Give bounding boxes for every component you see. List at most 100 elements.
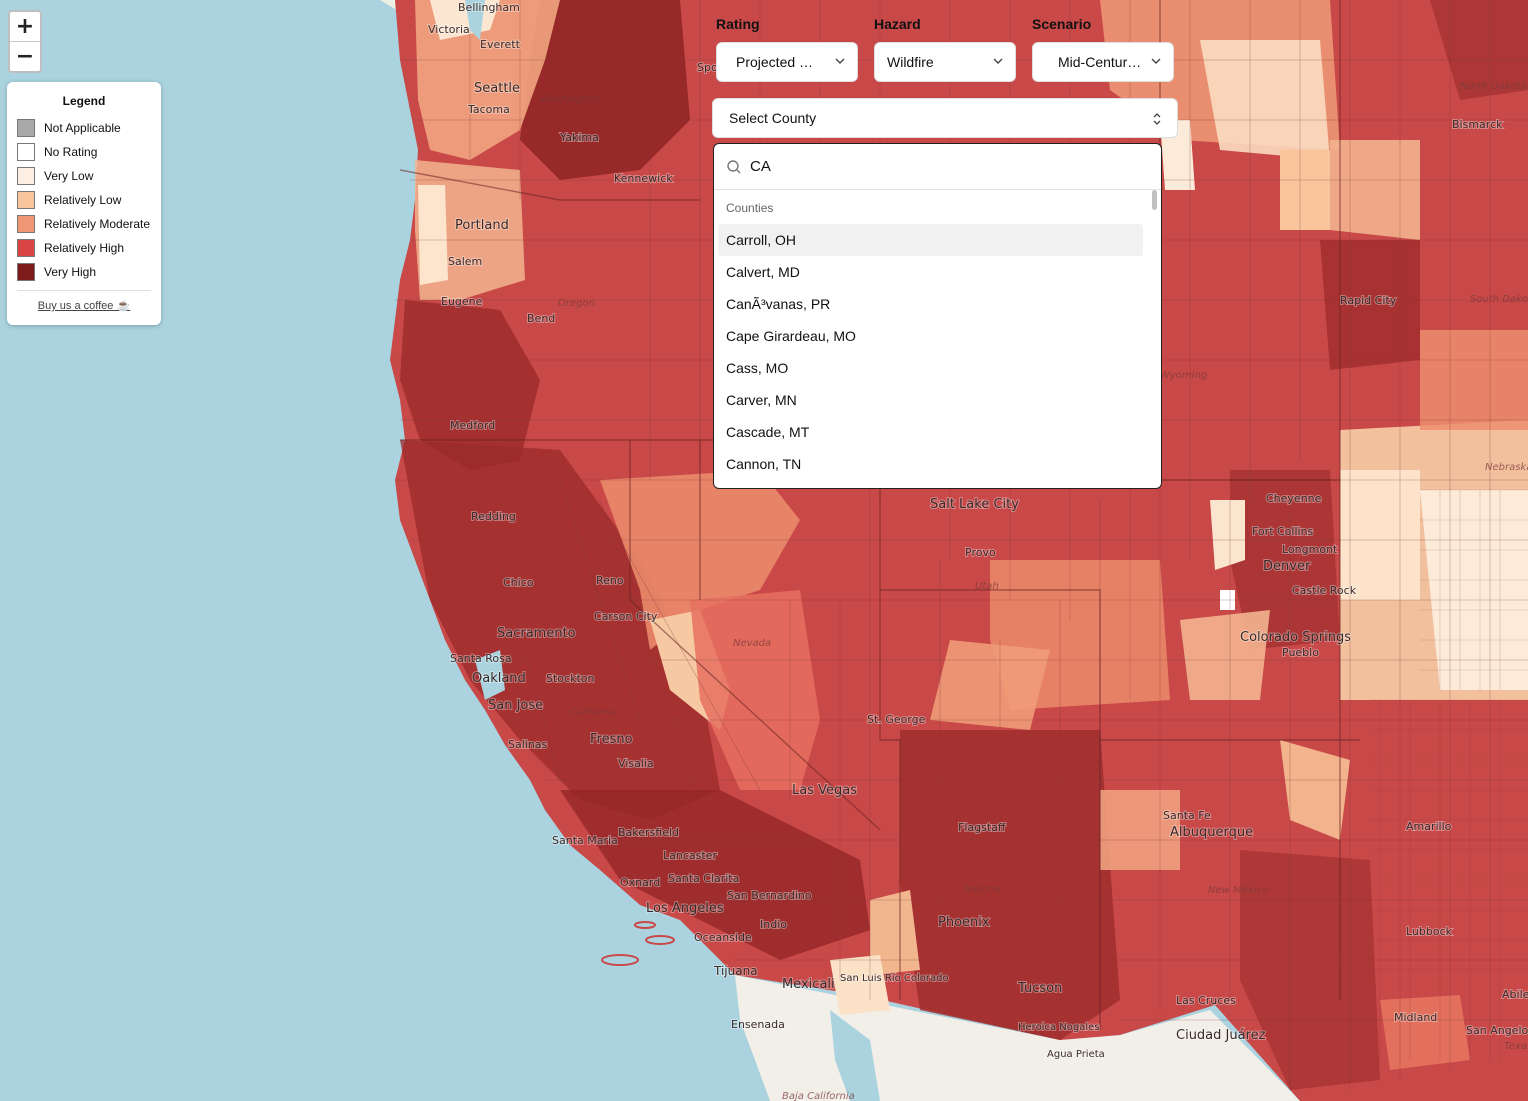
- city-label: Rapid City: [1340, 294, 1397, 307]
- city-label: Stockton: [546, 672, 594, 685]
- legend-item: Relatively High: [17, 236, 151, 260]
- scenario-select[interactable]: Mid-Century (2050): [1032, 42, 1174, 82]
- region-label: Washington: [540, 94, 599, 105]
- gulf-of-california: [830, 1010, 880, 1101]
- scenario-select-value: Mid-Century (2050): [1058, 54, 1143, 70]
- county-search-row: [714, 144, 1161, 190]
- city-label: Indio: [760, 918, 787, 931]
- city-label: Santa Fe: [1163, 809, 1211, 822]
- legend-swatch: [17, 239, 35, 257]
- city-label: Longmont: [1282, 543, 1338, 556]
- county-search-input[interactable]: [750, 154, 1140, 178]
- city-label: San Luis Río Colorado: [840, 972, 949, 984]
- county-option[interactable]: Cannon, TN: [726, 456, 802, 472]
- city-label: Salinas: [508, 738, 548, 751]
- city-label: Flagstaff: [958, 821, 1006, 834]
- dropdown-scrollbar[interactable]: [1149, 190, 1159, 488]
- county-option[interactable]: Carroll, OH: [718, 224, 1143, 256]
- hazard-select[interactable]: Wildfire: [874, 42, 1016, 82]
- legend-item: Very High: [17, 260, 151, 284]
- city-label: Midland: [1394, 1011, 1437, 1024]
- region-label: Nebraska: [1485, 462, 1528, 473]
- scenario-label: Scenario: [1032, 16, 1092, 32]
- city-label: Yakima: [559, 131, 599, 144]
- city-label: Salem: [448, 255, 482, 268]
- city-label: Las Vegas: [792, 783, 857, 798]
- county-option[interactable]: Calvert, MD: [726, 264, 800, 280]
- city-label: Denver: [1263, 559, 1311, 574]
- region-labels: Washington Oregon Nevada California Utah…: [540, 81, 1528, 1101]
- city-label: Phoenix: [938, 915, 990, 930]
- city-label: San Bernardino: [727, 889, 812, 902]
- legend-label: No Rating: [44, 145, 98, 159]
- zoom-control: + −: [8, 10, 42, 73]
- city-label: Pueblo: [1282, 646, 1319, 659]
- city-label: Chico: [503, 576, 534, 589]
- county-option[interactable]: Cape Girardeau, MO: [726, 328, 856, 344]
- city-label: Sacramento: [497, 626, 576, 641]
- city-labels: Victoria Bellingham Everett Seattle Taco…: [427, 0, 1528, 1061]
- region-label: New Mexico: [1208, 885, 1268, 896]
- city-label: Bend: [527, 312, 555, 325]
- legend-label: Relatively Low: [44, 193, 122, 207]
- region-label: Oregon: [558, 298, 595, 309]
- region-label: Arizona: [962, 884, 1001, 895]
- city-label: Kennewick: [614, 172, 673, 185]
- city-label: San Jose: [488, 698, 543, 713]
- zoom-in-button[interactable]: +: [15, 14, 35, 39]
- city-label: Fresno: [590, 732, 633, 747]
- city-label: Santa Clarita: [668, 872, 739, 885]
- counties-group-label: Counties: [726, 201, 774, 215]
- county-option[interactable]: Cass, MO: [726, 360, 789, 376]
- legend-panel: Legend Not Applicable No Rating Very Low…: [7, 82, 161, 325]
- city-label: Bismarck: [1452, 118, 1503, 131]
- city-label: Castle Rock: [1292, 584, 1357, 597]
- city-label: Victoria: [428, 23, 470, 36]
- county-dropdown: Counties Carroll, OH Calvert, MD CanÃ³va…: [713, 143, 1162, 489]
- county-option[interactable]: Carson, ID: [718, 480, 1143, 488]
- city-label: Bellingham: [458, 1, 520, 14]
- city-label: Carson City: [594, 610, 658, 623]
- legend-label: Relatively High: [44, 241, 125, 255]
- city-label: Las Cruces: [1176, 994, 1236, 1007]
- region-label: Wyoming: [1160, 370, 1207, 381]
- chevron-down-icon: [835, 58, 845, 64]
- county-select[interactable]: Select County: [712, 98, 1178, 138]
- legend-item: Very Low: [17, 164, 151, 188]
- search-icon: [727, 160, 741, 174]
- city-label: Tucson: [1017, 981, 1062, 996]
- region-label: California: [570, 707, 618, 718]
- city-label: Ensenada: [731, 1018, 785, 1031]
- city-label: Portland: [455, 218, 509, 233]
- rating-label: Rating: [716, 16, 760, 32]
- city-label: Santa Maria: [552, 834, 618, 847]
- rating-select-value: Projected Risk Index: [736, 54, 823, 70]
- rating-select[interactable]: Projected Risk Index: [716, 42, 858, 82]
- hazard-label: Hazard: [874, 16, 921, 32]
- city-label: Seattle: [474, 81, 520, 96]
- city-label: Eugene: [441, 295, 483, 308]
- city-label: Los Angeles: [646, 901, 724, 916]
- county-option[interactable]: Cascade, MT: [726, 424, 810, 440]
- legend-item: Relatively Low: [17, 188, 151, 212]
- legend-label: Very High: [44, 265, 97, 279]
- legend-item: Relatively Moderate: [17, 212, 151, 236]
- city-label: Agua Prieta: [1047, 1049, 1105, 1060]
- legend-item: Not Applicable: [17, 116, 151, 140]
- legend-swatch: [17, 167, 35, 185]
- county-option[interactable]: CanÃ³vanas, PR: [726, 296, 831, 312]
- buy-coffee-link[interactable]: Buy us a coffee ☕: [37, 300, 131, 312]
- city-label: Albuquerque: [1170, 825, 1253, 840]
- zoom-out-button[interactable]: −: [10, 41, 40, 71]
- city-label: Reno: [596, 574, 624, 587]
- legend-label: Relatively Moderate: [44, 217, 151, 231]
- scrollbar-thumb[interactable]: [1152, 190, 1157, 210]
- city-label: Redding: [471, 510, 516, 523]
- updown-chevron-icon: [1153, 113, 1161, 125]
- city-label: Santa Rosa: [450, 652, 512, 665]
- city-label: Oakland: [472, 671, 526, 686]
- city-label: Fort Collins: [1252, 525, 1314, 538]
- city-label: Visalia: [618, 757, 654, 770]
- county-option[interactable]: Carver, MN: [726, 392, 797, 408]
- legend-swatch: [17, 215, 35, 233]
